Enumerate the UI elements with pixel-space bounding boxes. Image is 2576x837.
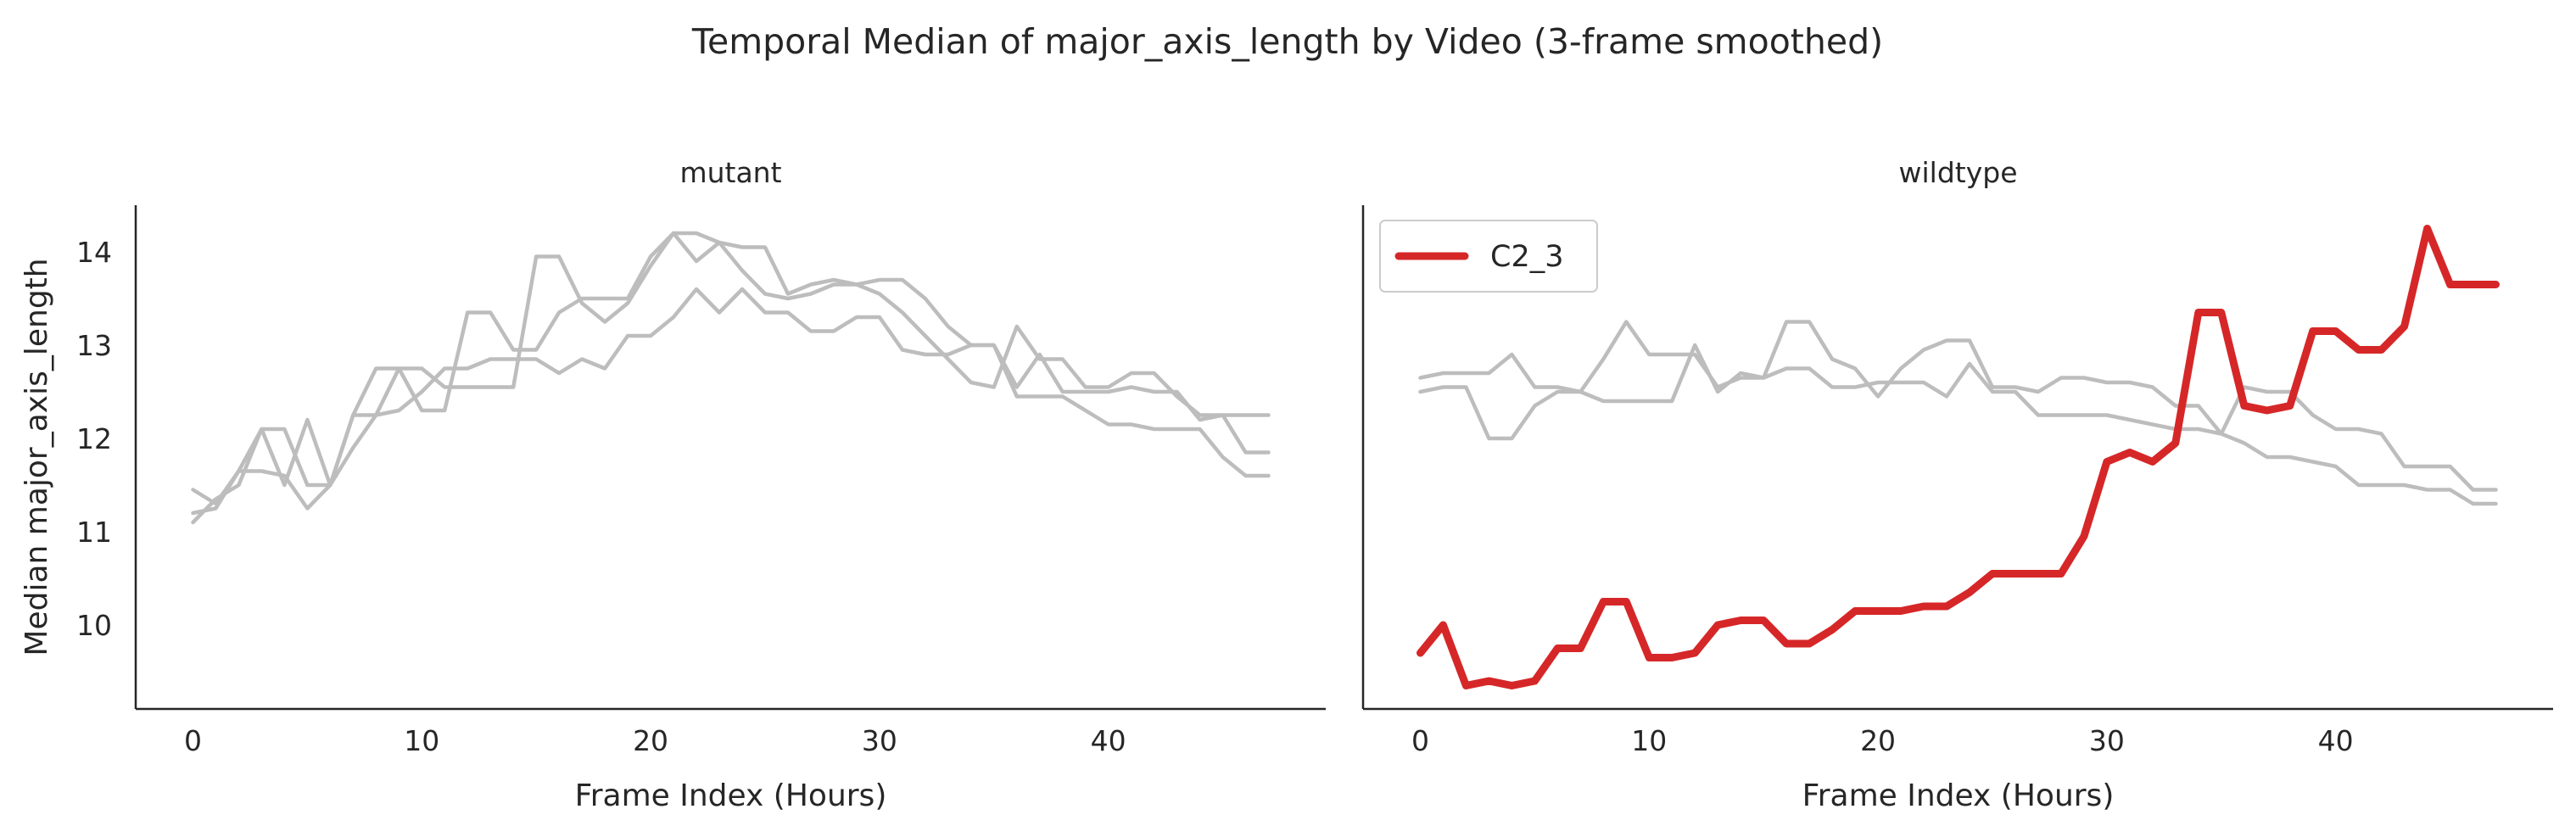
x-tick-label: 40 [2318,724,2354,757]
figure-title: Temporal Median of major_axis_length by … [691,21,1883,62]
panel-mutant: mutant 0 10 20 30 40 10 11 12 13 14 Frame Index … [20,156,1326,813]
y-tick-label: 11 [76,516,112,549]
y-tick-label: 14 [76,236,112,269]
y-tick-label: 12 [76,422,112,455]
x-tick-label: 40 [1091,724,1126,757]
series-line [191,287,1271,525]
panel-title: mutant [679,156,781,189]
x-tick-label: 30 [862,724,897,757]
x-axis-label: Frame Index (Hours) [1802,778,2115,813]
x-tick-label: 10 [404,724,439,757]
y-axis-label: Median major_axis_length [20,258,54,656]
x-ticks: 0 10 20 30 40 [1411,724,2354,757]
y-tick-label: 13 [76,329,112,362]
y-tick-label: 10 [76,609,112,642]
series-layer [1417,225,2500,689]
series-layer [191,231,1271,525]
x-ticks: 0 10 20 30 40 [184,724,1126,757]
panel-title: wildtype [1899,156,2018,189]
x-tick-label: 0 [184,724,202,757]
series-line-highlight [1417,225,2500,689]
series-line [1418,320,2498,492]
legend-label: C2_3 [1490,240,1563,274]
x-axis-label: Frame Index (Hours) [575,778,887,813]
legend: C2_3 [1379,220,1598,293]
series-line [1418,343,2498,506]
panel-wildtype: wildtype 0 10 20 30 40 Frame Index (Hours) C… [1361,156,2553,813]
x-tick-label: 20 [633,724,668,757]
series-line [191,231,1271,506]
legend-box [1379,220,1598,293]
x-tick-label: 10 [1631,724,1667,757]
x-tick-label: 30 [2089,724,2125,757]
x-tick-label: 20 [1860,724,1896,757]
y-ticks: 10 11 12 13 14 [76,236,112,642]
x-tick-label: 0 [1411,724,1429,757]
series-line [191,231,1271,516]
